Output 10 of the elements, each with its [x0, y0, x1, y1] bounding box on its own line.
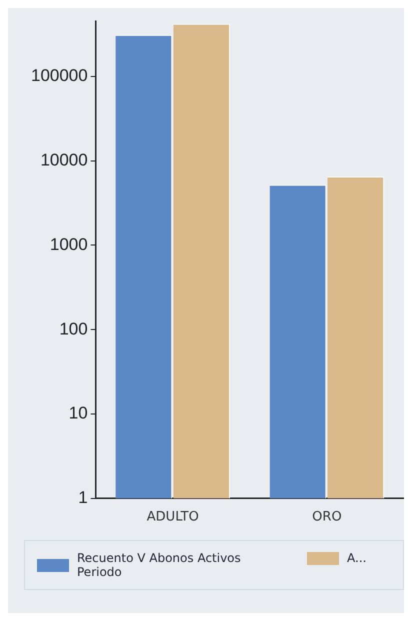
- legend-label: A...: [347, 551, 366, 565]
- y-tick-label: 1000: [50, 234, 88, 254]
- y-tick-label: 10000: [40, 150, 88, 170]
- x-tick-label: ADULTO: [146, 510, 199, 525]
- y-tick-label: 10: [68, 404, 88, 423]
- legend-label: Recuento V Abonos Activos Periodo: [77, 551, 242, 579]
- x-tick-label: ORO: [312, 510, 342, 525]
- y-tick-label: 100: [59, 319, 88, 338]
- y-tick-label: 1: [78, 488, 88, 508]
- y-tick-label: 100000: [30, 66, 88, 86]
